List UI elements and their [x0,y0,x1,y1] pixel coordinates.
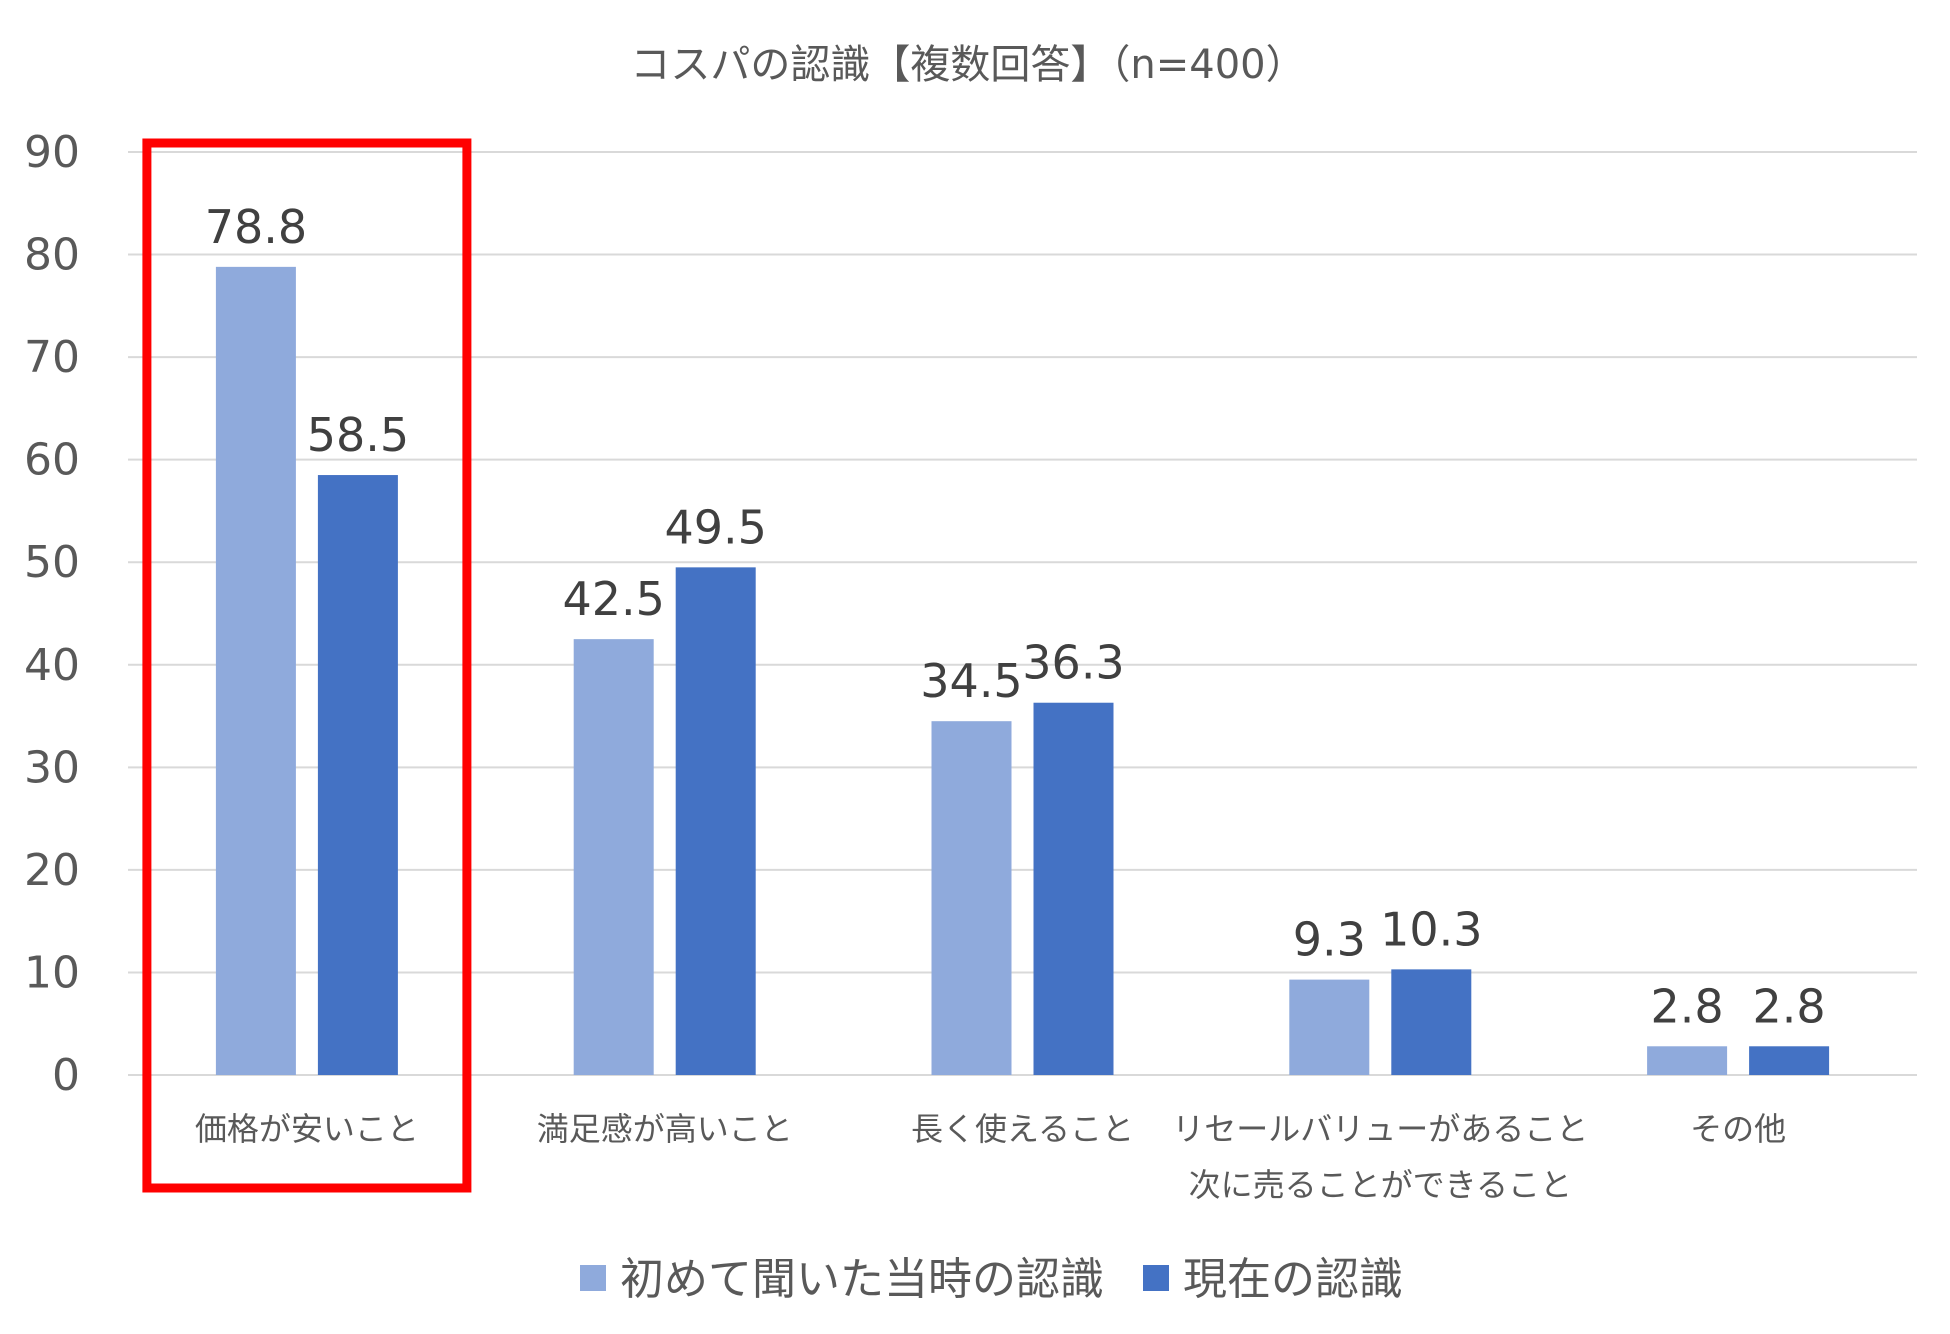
legend-label: 現在の認識 [1183,1254,1403,1305]
bar [675,567,756,1075]
y-tick-label: 40 [24,640,80,691]
chart-title: コスパの認識【複数回答】（n=400） [630,42,1305,88]
x-axis-ticks: 価格が安いこと 満足感が高いこと 長く使えること リセールバリューがあること次に売るこ… [195,1110,1786,1204]
y-tick-label: 10 [24,947,80,998]
data-label: 42.5 [562,572,664,626]
bar [215,266,296,1076]
data-label: 78.8 [205,200,307,254]
bar [573,639,654,1075]
x-tick-label: 価格が安いこと [195,1110,419,1148]
bar [1749,1046,1830,1075]
highlight-rect [142,138,472,1193]
y-tick-label: 80 [24,230,80,281]
bar [1033,702,1114,1075]
legend-swatch [1143,1265,1169,1291]
bar [317,475,398,1075]
x-tick-label: リセールバリューがあること [1172,1110,1588,1148]
data-label: 2.8 [1753,979,1826,1033]
y-tick-label: 60 [24,435,80,486]
legend: 初めて聞いた当時の認識 現在の認識 [580,1254,1403,1305]
x-tick-label: 満足感が高いこと [537,1110,793,1148]
bar [1289,979,1370,1075]
bar [1391,969,1472,1075]
bar [931,721,1012,1075]
data-label: 9.3 [1293,913,1366,967]
y-tick-label: 50 [24,537,80,588]
legend-swatch [580,1265,606,1291]
data-label: 10.3 [1380,902,1482,956]
y-tick-label: 20 [24,845,80,896]
highlight-box [142,138,472,1193]
data-label: 49.5 [664,500,766,554]
x-tick-label: 長く使えること [911,1110,1134,1148]
y-tick-label: 0 [52,1050,80,1101]
x-tick-label: 次に売ることができること [1189,1166,1572,1204]
data-label: 36.3 [1022,636,1124,690]
bars [215,266,1830,1076]
legend-label: 初めて聞いた当時の認識 [620,1254,1104,1305]
y-axis-ticks: 0 10 20 30 40 50 60 70 80 90 [24,127,80,1101]
y-tick-label: 90 [24,127,80,178]
bar [1647,1046,1728,1075]
y-tick-label: 30 [24,742,80,793]
data-label: 58.5 [307,408,409,462]
x-tick-label: その他 [1690,1110,1786,1148]
data-label: 34.5 [920,654,1022,708]
data-labels: 78.8 58.5 42.549.5 34.5 36.3 9.3 10.3 2.8 2.8 [205,200,1826,1033]
y-tick-label: 70 [24,332,80,383]
gridlines [128,151,1917,1076]
data-label: 2.8 [1651,979,1724,1033]
